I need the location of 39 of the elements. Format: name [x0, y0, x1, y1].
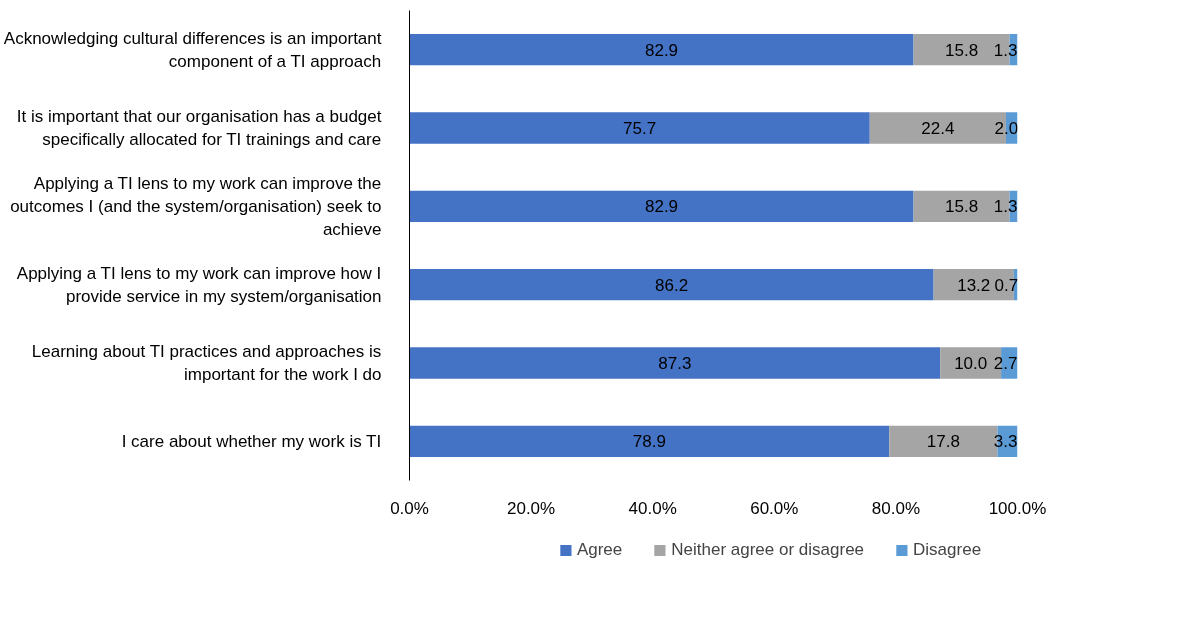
bar: [409, 190, 914, 222]
data-label: 13.2: [957, 275, 991, 295]
data-label: 15.8: [945, 197, 979, 217]
y-tick-label: Acknowledging cultural differences is an important component of a TI approach: [3, 28, 382, 71]
y-tick-label: Applying a TI lens to my work can improve how I provide service in my system/organisation: [16, 263, 382, 306]
y-tick-label: Applying a TI lens to my work can improve the outcomes I (and the system/organisation) seek to achieve: [10, 174, 382, 239]
x-tick-label: 20.0%: [507, 498, 556, 518]
y-tick-label: It is important that our organisation has a budget specifically allocated for TI trainings and care: [16, 107, 382, 149]
legend-label: Neither agree or disagree: [671, 540, 865, 560]
data-label: 15.8: [945, 40, 979, 60]
x-tick-label: 40.0%: [628, 498, 677, 518]
x-tick-label: 80.0%: [871, 498, 920, 518]
bar: [409, 34, 914, 66]
x-tick-label: 60.0%: [750, 498, 799, 518]
legend-label: Agree: [576, 540, 623, 560]
data-label: 2.7: [993, 354, 1018, 373]
bar: [409, 112, 870, 144]
data-label: 22.4: [921, 119, 955, 138]
y-tick-label: I care about whether my work is TI: [121, 431, 382, 451]
data-label: 86.2: [655, 275, 689, 295]
y-tick-label: Learning about TI practices and approaches is important for the work I do: [31, 342, 382, 384]
data-label: 17.8: [926, 432, 960, 452]
data-label: 78.9: [632, 432, 666, 452]
legend-label: Disagree: [913, 540, 982, 560]
data-label: 75.7: [623, 119, 657, 138]
data-label: 10.0: [954, 354, 988, 373]
data-label: 3.3: [993, 432, 1018, 452]
data-label: 87.3: [658, 354, 692, 373]
data-label: 82.9: [644, 197, 679, 217]
x-tick-label: 0.0%: [390, 498, 429, 518]
data-label: 1.3: [993, 40, 1018, 60]
x-tick-label: 100.0%: [988, 498, 1047, 518]
data-label: 1.3: [993, 197, 1018, 217]
bar: [409, 269, 934, 301]
bar: [409, 347, 941, 379]
bar: [409, 425, 890, 457]
data-label: 0.7: [994, 275, 1019, 295]
data-label: 2.0: [994, 119, 1019, 138]
data-label: 82.9: [644, 40, 679, 60]
